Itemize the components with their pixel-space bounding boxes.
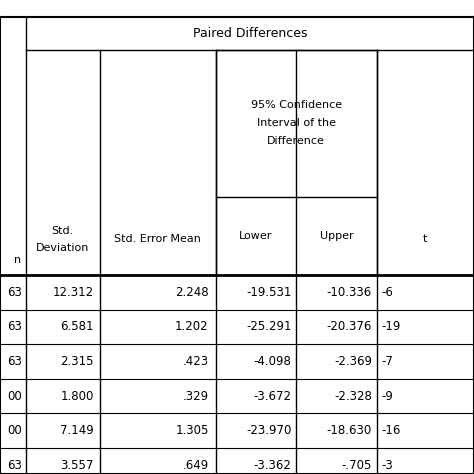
Text: -25.291: -25.291 <box>246 320 292 333</box>
Text: Paired Differences: Paired Differences <box>193 27 307 40</box>
Text: -18.630: -18.630 <box>327 424 372 437</box>
Text: -19.531: -19.531 <box>246 286 292 299</box>
Text: -7: -7 <box>382 355 393 368</box>
Text: 00: 00 <box>8 390 22 402</box>
Text: 1.800: 1.800 <box>61 390 94 402</box>
Text: -10.336: -10.336 <box>327 286 372 299</box>
Text: 12.312: 12.312 <box>53 286 94 299</box>
Text: Std. Error Mean: Std. Error Mean <box>114 234 201 245</box>
Text: .329: .329 <box>182 390 209 402</box>
Text: -20.376: -20.376 <box>327 320 372 333</box>
Text: -3.672: -3.672 <box>254 390 292 402</box>
Text: -4.098: -4.098 <box>254 355 292 368</box>
Text: 63: 63 <box>8 320 22 333</box>
Text: -16: -16 <box>382 424 401 437</box>
Text: .649: .649 <box>182 459 209 472</box>
Text: -3.362: -3.362 <box>254 459 292 472</box>
Text: 7.149: 7.149 <box>60 424 94 437</box>
Text: -.705: -.705 <box>342 459 372 472</box>
Text: -2.369: -2.369 <box>334 355 372 368</box>
Text: Lower: Lower <box>239 231 273 241</box>
Text: 63: 63 <box>8 286 22 299</box>
Text: -6: -6 <box>382 286 393 299</box>
Text: 95% Confidence
Interval of the
Difference: 95% Confidence Interval of the Differenc… <box>251 100 342 146</box>
Text: 1.202: 1.202 <box>175 320 209 333</box>
Text: 00: 00 <box>8 424 22 437</box>
Text: 1.305: 1.305 <box>175 424 209 437</box>
Text: 6.581: 6.581 <box>60 320 94 333</box>
Text: -2.328: -2.328 <box>334 390 372 402</box>
Text: Std.
Deviation: Std. Deviation <box>36 226 90 253</box>
Text: .423: .423 <box>182 355 209 368</box>
Text: 3.557: 3.557 <box>61 459 94 472</box>
Text: 63: 63 <box>8 459 22 472</box>
Text: -3: -3 <box>382 459 393 472</box>
Text: -9: -9 <box>382 390 393 402</box>
Text: 63: 63 <box>8 355 22 368</box>
Text: n: n <box>14 255 21 265</box>
Text: -19: -19 <box>382 320 401 333</box>
Text: 2.315: 2.315 <box>60 355 94 368</box>
Text: -23.970: -23.970 <box>246 424 292 437</box>
Text: 2.248: 2.248 <box>175 286 209 299</box>
Text: t: t <box>423 234 428 245</box>
Text: Upper: Upper <box>320 231 353 241</box>
